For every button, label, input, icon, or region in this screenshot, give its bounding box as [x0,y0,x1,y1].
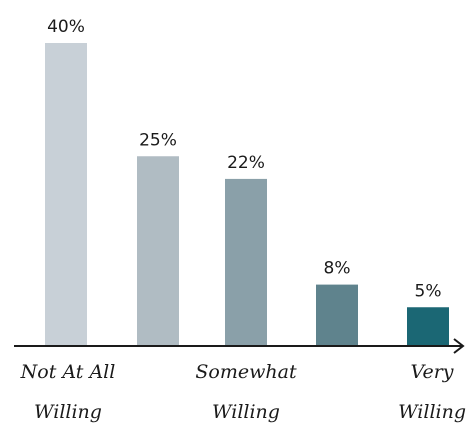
category-label-1-line-1: Not At All [20,361,116,383]
category-label-5-line-2: Willing [398,401,466,423]
bar-4 [316,284,358,345]
category-label-1-line-2: Willing [34,401,102,423]
value-label-5: 5% [415,281,442,301]
bar-1 [45,43,87,345]
bar-3 [225,178,267,345]
value-label-4: 8% [324,259,351,279]
value-label-2: 25% [139,130,177,150]
category-labels-group: Not At All Willing Somewhat Willing Very Will… [20,361,466,423]
x-axis-arrow-icon [453,338,465,354]
category-label-3-line-2: Willing [212,401,280,423]
bars-group [45,43,449,345]
category-label-5-line-1: Very [410,361,453,383]
bar-2 [137,156,179,345]
bar-5 [407,307,449,345]
value-label-3: 22% [227,153,265,173]
category-label-3-line-1: Somewhat [195,361,297,383]
value-labels-group: 40% 25% 22% 8% 5% [47,17,441,301]
value-label-1: 40% [47,17,85,37]
